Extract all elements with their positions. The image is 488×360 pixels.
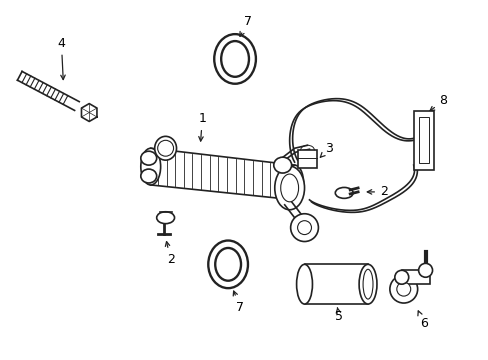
Bar bbox=[418, 117, 427, 163]
Ellipse shape bbox=[296, 264, 312, 304]
Ellipse shape bbox=[141, 151, 156, 165]
Text: 3: 3 bbox=[320, 142, 333, 157]
Ellipse shape bbox=[208, 240, 247, 288]
Ellipse shape bbox=[274, 166, 304, 210]
Ellipse shape bbox=[335, 188, 352, 198]
Ellipse shape bbox=[285, 165, 303, 200]
Text: 7: 7 bbox=[233, 291, 244, 314]
Bar bbox=[401, 270, 428, 284]
Bar bbox=[413, 111, 433, 170]
Polygon shape bbox=[81, 104, 97, 121]
Ellipse shape bbox=[156, 212, 174, 224]
Ellipse shape bbox=[154, 136, 176, 160]
Text: 5: 5 bbox=[335, 307, 343, 323]
Text: 6: 6 bbox=[417, 311, 427, 330]
Text: 1: 1 bbox=[198, 112, 206, 141]
Bar bbox=[297, 150, 317, 168]
Ellipse shape bbox=[362, 269, 372, 299]
Text: 2: 2 bbox=[165, 242, 174, 266]
Ellipse shape bbox=[141, 169, 156, 183]
Circle shape bbox=[389, 275, 417, 303]
Ellipse shape bbox=[273, 157, 291, 173]
Circle shape bbox=[290, 214, 318, 242]
Circle shape bbox=[396, 282, 410, 296]
Circle shape bbox=[157, 140, 173, 156]
Circle shape bbox=[418, 264, 432, 277]
Text: 7: 7 bbox=[240, 15, 251, 36]
Text: 8: 8 bbox=[429, 94, 447, 111]
Ellipse shape bbox=[280, 174, 298, 202]
Text: 4: 4 bbox=[58, 37, 65, 80]
Ellipse shape bbox=[221, 41, 248, 77]
Ellipse shape bbox=[214, 34, 255, 84]
Ellipse shape bbox=[215, 248, 241, 281]
Text: 2: 2 bbox=[366, 185, 387, 198]
Ellipse shape bbox=[394, 270, 408, 284]
Ellipse shape bbox=[358, 264, 376, 304]
Circle shape bbox=[297, 221, 311, 235]
Ellipse shape bbox=[141, 148, 161, 185]
